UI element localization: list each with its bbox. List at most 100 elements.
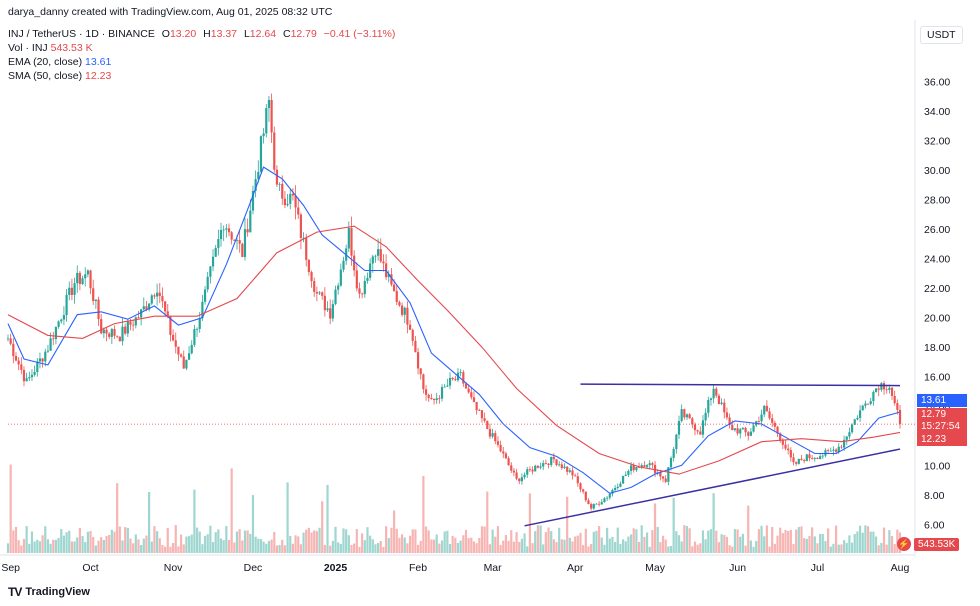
volume-bar (582, 545, 585, 553)
x-tick-label: Sep (1, 562, 20, 574)
candle-body (558, 464, 561, 466)
volume-bar (877, 545, 880, 553)
volume-bar (462, 535, 465, 553)
volume-bar (523, 533, 526, 553)
candle-body (427, 394, 430, 398)
ema-legend[interactable]: EMA (20, close) 13.61 (8, 56, 111, 68)
volume-bar (459, 540, 462, 553)
candle-body (78, 272, 81, 284)
candle-body (789, 450, 792, 458)
candle-body (174, 340, 177, 347)
volume-bar (424, 526, 428, 553)
candle-body (62, 315, 66, 320)
volume-bar (760, 525, 763, 553)
candle-body (283, 198, 287, 206)
candle-body (299, 214, 302, 238)
candle-body (736, 428, 739, 434)
volume-bar (648, 546, 651, 553)
volume-bar (342, 528, 345, 553)
volume-bar (92, 537, 95, 553)
open-label: O (161, 28, 170, 40)
candle-body (725, 412, 729, 418)
volume-bar (267, 540, 271, 553)
y-tick-label: 26.00 (924, 224, 950, 236)
candle-body (70, 287, 74, 295)
volume-bar (49, 543, 52, 553)
candle-body (621, 475, 625, 484)
candle-body (502, 451, 505, 454)
volume-bar (222, 540, 225, 553)
candle-body (574, 475, 577, 477)
candle-body (44, 351, 47, 362)
candle-body (547, 463, 550, 465)
volume-bar (792, 544, 795, 553)
tradingview-footer[interactable]: TV TradingView (8, 585, 90, 599)
candle-body (294, 195, 297, 208)
volume-bar (73, 541, 76, 553)
x-tick-label: Dec (244, 562, 263, 574)
candle-body (193, 329, 196, 345)
candle-body (707, 399, 710, 413)
candle-body (414, 340, 417, 353)
currency-unit-button[interactable]: USDT (920, 26, 963, 44)
candle-body (539, 466, 542, 468)
symbol-name[interactable]: INJ / TetherUS · 1D · BINANCE (8, 28, 155, 40)
volume-bar (57, 537, 60, 553)
y-tick-label: 16.00 (924, 372, 950, 384)
ascending-support-trendline (524, 448, 901, 527)
candle-body (795, 462, 798, 464)
candle-body (374, 255, 377, 257)
volume-bar (171, 542, 175, 553)
low-value: 12.64 (249, 28, 277, 40)
volume-bar (113, 531, 116, 553)
candle-body (808, 454, 811, 459)
candle-body (590, 504, 593, 509)
candle-body (361, 293, 364, 295)
candle-body (659, 472, 662, 477)
volume-bar (318, 527, 321, 553)
sma-legend[interactable]: SMA (50, close) 12.23 (8, 70, 111, 82)
volume-bar (305, 529, 308, 553)
volume-bar (869, 531, 872, 553)
ema-price-badge: 13.61 (917, 394, 967, 407)
open-value: 13.20 (169, 28, 197, 40)
candle-body (262, 133, 265, 137)
candle-body (550, 456, 553, 465)
candle-body (451, 377, 454, 380)
candle-body (102, 329, 105, 334)
candle-body (49, 338, 52, 351)
volume-bar (872, 531, 875, 553)
candle-body (483, 418, 486, 421)
volume-bar (824, 541, 827, 553)
volume-bar (230, 468, 233, 553)
volume-bar (414, 529, 417, 553)
candle-body (486, 420, 489, 429)
candle-body (781, 440, 784, 445)
ema-value: 13.61 (85, 56, 112, 68)
volume-bar (531, 543, 534, 553)
candle-body (853, 419, 856, 425)
volume-bar (874, 536, 878, 553)
candle-body (848, 432, 851, 437)
volume-bar (251, 495, 255, 553)
candle-body (318, 292, 321, 294)
volume-bar (603, 544, 606, 553)
candle-body (12, 343, 15, 357)
volume-bar (177, 546, 180, 553)
volume-bar (608, 538, 611, 553)
volume-bar (299, 544, 302, 553)
candle-body (600, 502, 603, 505)
volume-bar (842, 540, 846, 553)
candle-body (803, 460, 806, 462)
volume-bar (840, 544, 843, 553)
volume-bar (142, 538, 145, 553)
candle-body (267, 99, 271, 109)
volume-bar (355, 529, 358, 553)
candle-body (701, 420, 705, 435)
candle-body (307, 259, 310, 273)
volume-bar (632, 528, 635, 553)
volume-bar (534, 531, 537, 553)
volume-legend[interactable]: Vol · INJ 543.53 K (8, 42, 93, 54)
candle-body (491, 433, 494, 437)
